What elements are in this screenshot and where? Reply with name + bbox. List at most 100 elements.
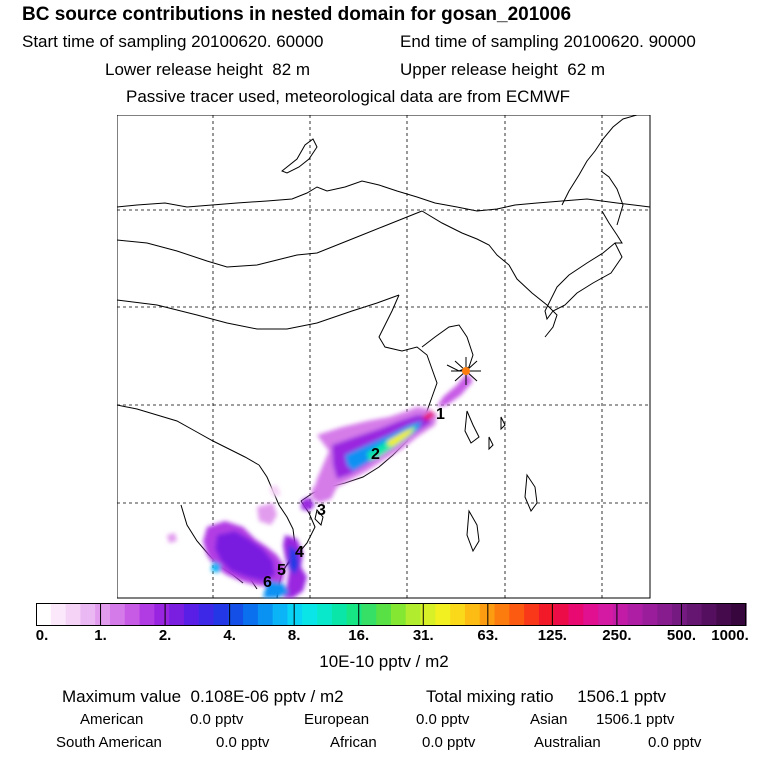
page-title: BC source contributions in nested domain… <box>22 4 572 25</box>
region-label-4: 4 <box>295 544 304 561</box>
colorbar-cell <box>716 603 732 626</box>
colorbar-tick-label: 4. <box>223 627 236 644</box>
colorbar-cell <box>450 603 466 626</box>
european-value: 0.0 pptv <box>416 711 470 728</box>
colorbar-cell <box>65 603 81 626</box>
colorbar-tick-label: 31. <box>412 627 434 644</box>
end-time-line: End time of sampling 20100620. 90000 <box>400 32 696 52</box>
colorbar-cell <box>553 603 570 626</box>
colorbar-cell <box>464 603 481 626</box>
total-mixing-line: Total mixing ratio 1506.1 pptv <box>426 687 666 707</box>
end-time-value: 20100620. 90000 <box>563 32 696 51</box>
lower-release-label: Lower release height <box>105 60 263 79</box>
total-mixing-value: 1506.1 pptv <box>577 687 667 706</box>
american-label: American <box>80 711 144 728</box>
african-label: African <box>330 734 377 751</box>
colorbar-cell <box>198 603 215 626</box>
colorbar-cell <box>361 603 377 626</box>
american-value: 0.0 pptv <box>190 711 244 728</box>
colorbar-tick-label: 500. <box>666 627 697 644</box>
star-icon <box>451 357 481 385</box>
lower-release-value: 82 m <box>272 60 311 79</box>
colorbar-tick-label: 63. <box>477 627 499 644</box>
colorbar-cell <box>672 603 688 626</box>
colorbar-cell <box>331 603 348 626</box>
tracer-note: Passive tracer used, meteorological data… <box>126 87 571 106</box>
total-mixing-label: Total mixing ratio <box>426 687 554 706</box>
colorbar-cell <box>228 603 244 626</box>
colorbar-cell <box>36 603 52 626</box>
tracer-plume <box>167 373 473 598</box>
colorbar-tick-label: 2. <box>158 627 172 644</box>
lower-release-line: Lower release height 82 m <box>105 60 310 80</box>
map-frame <box>117 115 651 599</box>
upper-release-label: Upper release height <box>400 60 558 79</box>
end-time-label: End time of sampling <box>400 32 559 51</box>
colorbar-cell <box>701 603 718 626</box>
colorbar-tick-label: 1000. <box>711 627 749 644</box>
map-panel: 1 2 3 4 5 6 <box>117 115 651 599</box>
colorbar-cell <box>183 603 200 626</box>
upper-release-line: Upper release height 62 m <box>400 60 605 80</box>
colorbar-tick-label: 16. <box>348 627 370 644</box>
colorbar-cell <box>494 603 510 626</box>
region-label-6: 6 <box>263 574 272 591</box>
colorbar-cell <box>139 603 155 626</box>
region-label-2: 2 <box>371 446 380 463</box>
colorbar <box>36 603 747 626</box>
start-time-label: Start time of sampling <box>22 32 187 51</box>
colorbar-cell <box>257 603 274 626</box>
colorbar-cell <box>376 603 392 626</box>
colorbar-cell <box>50 603 67 626</box>
colorbar-cell <box>272 603 289 626</box>
colorbar-cell <box>420 603 436 626</box>
colorbar-tick-label: 0. <box>35 627 49 644</box>
colorbar-cell <box>524 603 540 626</box>
colorbar-cell <box>509 603 525 626</box>
colorbar-cell <box>642 603 658 626</box>
colorbar-cell <box>287 603 303 626</box>
colorbar-cell <box>346 603 363 626</box>
colorbar-cell <box>598 603 614 626</box>
colorbar-cell <box>80 603 96 626</box>
colorbar-cell <box>243 603 259 626</box>
colorbar-tick-label: 8. <box>287 627 301 644</box>
colorbar-cell <box>302 603 318 626</box>
colorbar-cell <box>109 603 126 626</box>
colorbar-cell <box>612 603 629 626</box>
south-american-label: South American <box>56 734 162 751</box>
african-value: 0.0 pptv <box>422 734 476 751</box>
colorbar-unit: 10E-10 pptv / m2 <box>319 652 449 671</box>
european-label: European <box>304 711 370 728</box>
colorbar-cell <box>124 603 141 626</box>
colorbar-cell <box>583 603 599 626</box>
start-time-value: 20100620. 60000 <box>191 32 324 51</box>
colorbar-cell <box>627 603 644 626</box>
asian-value: 1506.1 pptv <box>596 711 675 728</box>
max-value-line: Maximum value 0.108E-06 pptv / m2 <box>62 687 344 707</box>
colorbar-cell <box>317 603 333 626</box>
upper-release-value: 62 m <box>567 60 606 79</box>
colorbar-cell <box>95 603 111 626</box>
colorbar-cell <box>154 603 170 626</box>
asian-label: Asian <box>530 711 568 728</box>
region-label-1: 1 <box>436 406 445 423</box>
start-time-line: Start time of sampling 20100620. 60000 <box>22 32 324 52</box>
max-value-label: Maximum value <box>62 687 182 706</box>
max-value: 0.108E-06 pptv / m2 <box>190 687 344 706</box>
region-label-3: 3 <box>317 502 326 519</box>
colorbar-cell <box>435 603 451 626</box>
colorbar-cell <box>686 603 703 626</box>
south-american-value: 0.0 pptv <box>216 734 270 751</box>
colorbar-cell <box>391 603 407 626</box>
colorbar-cell <box>169 603 185 626</box>
colorbar-cell <box>731 603 747 626</box>
region-label-5: 5 <box>277 562 286 579</box>
australian-label: Australian <box>534 734 601 751</box>
australian-value: 0.0 pptv <box>648 734 702 751</box>
colorbar-cell <box>657 603 673 626</box>
colorbar-cell <box>405 603 422 626</box>
colorbar-cell <box>568 603 584 626</box>
colorbar-tick-label: 1. <box>94 627 107 644</box>
colorbar-cell <box>213 603 229 626</box>
